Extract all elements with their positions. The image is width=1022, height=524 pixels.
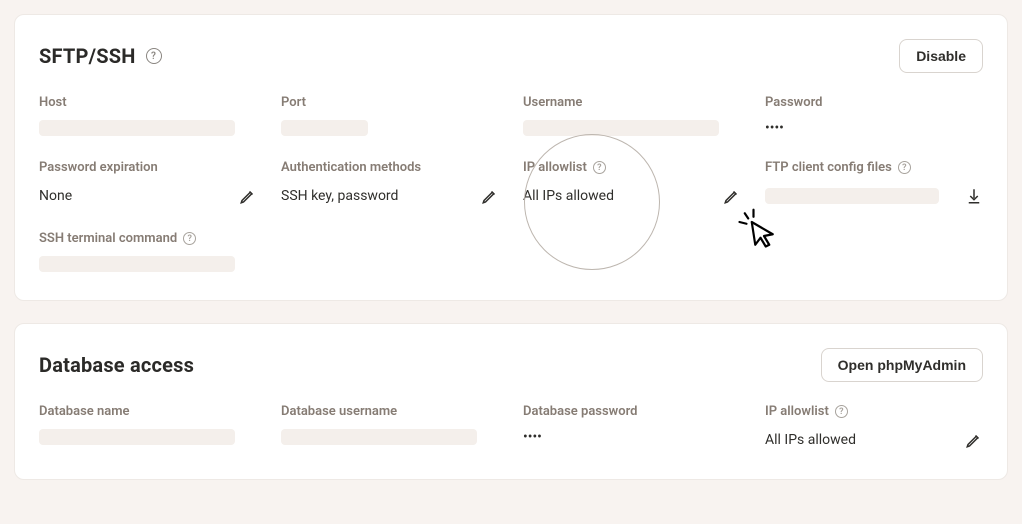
edit-icon[interactable] <box>239 187 257 205</box>
auth-value: SSH key, password <box>281 188 398 204</box>
help-icon[interactable]: ? <box>183 232 196 245</box>
db-ip-field: IP allowlist ? All IPs allowed <box>765 404 983 451</box>
sftp-header: SFTP/SSH ? Disable <box>39 39 983 73</box>
db-title-wrap: Database access <box>39 353 194 377</box>
db-ip-label-text: IP allowlist <box>765 404 829 419</box>
password-label: Password <box>765 95 983 110</box>
db-ip-value: All IPs allowed <box>765 432 856 448</box>
pw-exp-field: Password expiration None <box>39 160 257 207</box>
auth-label: Authentication methods <box>281 160 499 175</box>
db-name-label: Database name <box>39 404 257 419</box>
ip-allowlist-label: IP allowlist ? <box>523 160 741 175</box>
sftp-panel: SFTP/SSH ? Disable Host Port Username Pa… <box>14 14 1008 301</box>
username-label: Username <box>523 95 741 110</box>
sftp-title-wrap: SFTP/SSH ? <box>39 44 162 68</box>
port-value-placeholder <box>281 120 368 136</box>
db-grid: Database name Database username Database… <box>39 404 983 451</box>
help-icon[interactable]: ? <box>593 161 606 174</box>
db-user-placeholder <box>281 429 477 445</box>
username-value-placeholder <box>523 120 719 136</box>
username-field: Username <box>523 95 741 136</box>
ssh-term-label: SSH terminal command ? <box>39 231 257 246</box>
ip-allowlist-value: All IPs allowed <box>523 188 614 204</box>
disable-button[interactable]: Disable <box>899 39 983 73</box>
open-phpmyadmin-button[interactable]: Open phpMyAdmin <box>821 348 983 382</box>
db-name-field: Database name <box>39 404 257 451</box>
db-pw-label: Database password <box>523 404 741 419</box>
ssh-term-label-text: SSH terminal command <box>39 231 177 246</box>
edit-icon[interactable] <box>481 187 499 205</box>
db-pw-field: Database password •••• <box>523 404 741 451</box>
help-icon[interactable]: ? <box>898 161 911 174</box>
db-user-field: Database username <box>281 404 499 451</box>
ip-allowlist-field: IP allowlist ? All IPs allowed <box>523 160 741 207</box>
port-field: Port <box>281 95 499 136</box>
port-label: Port <box>281 95 499 110</box>
help-icon[interactable]: ? <box>146 48 162 64</box>
help-icon[interactable]: ? <box>835 405 848 418</box>
host-field: Host <box>39 95 257 136</box>
password-field: Password •••• <box>765 95 983 136</box>
host-value-placeholder <box>39 120 235 136</box>
ftp-config-field: FTP client config files ? <box>765 160 983 207</box>
ip-allowlist-label-text: IP allowlist <box>523 160 587 175</box>
db-title: Database access <box>39 353 194 377</box>
db-user-label: Database username <box>281 404 499 419</box>
db-name-placeholder <box>39 429 235 445</box>
pw-exp-value: None <box>39 188 72 204</box>
ftp-config-placeholder <box>765 188 939 204</box>
edit-icon[interactable] <box>965 431 983 449</box>
ssh-term-field: SSH terminal command ? <box>39 231 257 272</box>
ftp-config-label-text: FTP client config files <box>765 160 892 175</box>
db-ip-label: IP allowlist ? <box>765 404 983 419</box>
db-header: Database access Open phpMyAdmin <box>39 348 983 382</box>
auth-field: Authentication methods SSH key, password <box>281 160 499 207</box>
sftp-title: SFTP/SSH <box>39 44 136 68</box>
password-value: •••• <box>765 120 983 136</box>
host-label: Host <box>39 95 257 110</box>
ftp-config-label: FTP client config files ? <box>765 160 983 175</box>
edit-icon[interactable] <box>723 187 741 205</box>
db-pw-value: •••• <box>523 429 741 445</box>
ssh-term-placeholder <box>39 256 235 272</box>
db-panel: Database access Open phpMyAdmin Database… <box>14 323 1008 480</box>
sftp-grid: Host Port Username Password •••• Passwor… <box>39 95 983 272</box>
download-icon[interactable] <box>965 187 983 205</box>
pw-exp-label: Password expiration <box>39 160 257 175</box>
